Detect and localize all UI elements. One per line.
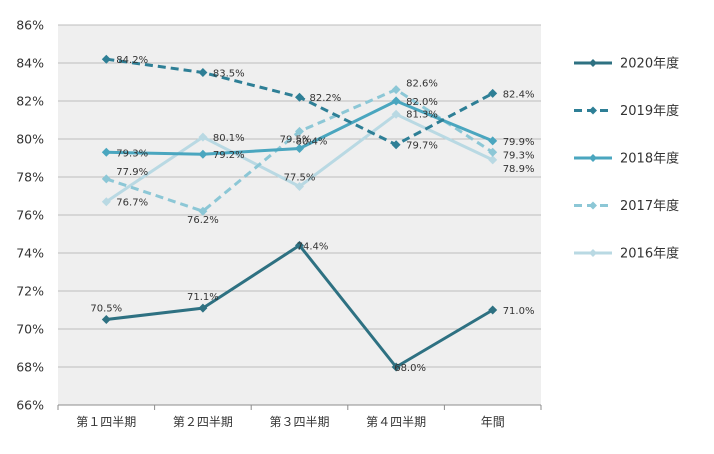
data-label: 82.4%	[503, 89, 535, 100]
data-label: 77.5%	[284, 173, 316, 184]
data-label: 79.3%	[503, 150, 535, 161]
data-label: 79.9%	[503, 137, 535, 148]
x-tick-label: 第３四半期	[269, 415, 329, 429]
data-point-marker	[101, 174, 111, 184]
y-tick-label: 72%	[16, 284, 44, 299]
data-point-marker	[391, 140, 401, 150]
legend-swatch-marker	[589, 249, 597, 257]
data-label: 74.4%	[297, 241, 329, 252]
data-point-marker	[488, 147, 498, 157]
y-tick-label: 86%	[16, 18, 44, 33]
data-point-marker	[295, 240, 304, 250]
data-label: 68.0%	[394, 363, 426, 374]
y-tick-label: 82%	[16, 94, 44, 109]
legend-swatch-marker	[589, 106, 597, 115]
data-point-marker	[488, 305, 498, 315]
gridlines	[58, 24, 541, 406]
data-point-marker	[488, 136, 498, 146]
data-point-marker	[391, 85, 401, 95]
y-axis: 66% 68% 70% 72% 74% 76% 78% 80% 82% 84% 86%	[16, 18, 44, 413]
x-tick-label: 年間	[481, 415, 505, 429]
data-label: 84.2%	[116, 55, 148, 66]
y-tick-label: 74%	[16, 246, 44, 261]
data-label: 82.2%	[310, 93, 342, 104]
data-label: 76.2%	[187, 215, 219, 226]
data-label: 82.0%	[406, 97, 438, 108]
data-point-marker	[198, 132, 208, 142]
legend-label: 2017年度	[620, 198, 679, 214]
data-label: 79.5%	[280, 135, 312, 146]
y-tick-label: 76%	[16, 208, 44, 223]
legend-swatch-marker	[589, 201, 597, 210]
x-tick-label: 第４四半期	[366, 415, 426, 429]
y-tick-label: 78%	[16, 170, 44, 185]
legend-swatch-marker	[589, 59, 597, 67]
data-label: 79.7%	[406, 141, 438, 152]
data-point-marker	[295, 144, 304, 153]
data-point-marker	[391, 109, 401, 119]
data-point-marker	[488, 88, 498, 98]
data-point-marker	[488, 155, 498, 165]
x-tick-label: 第２四半期	[173, 415, 233, 429]
data-point-marker	[295, 92, 304, 102]
y-tick-label: 66%	[16, 398, 44, 413]
legend-swatch-marker	[589, 154, 597, 162]
data-point-marker	[198, 303, 208, 313]
x-tick-label: 第１四半期	[76, 415, 136, 429]
data-point-marker	[198, 206, 208, 216]
data-label: 71.1%	[187, 292, 219, 303]
legend-label: 2016年度	[620, 246, 679, 262]
y-tick-label: 84%	[16, 56, 44, 71]
series-group	[101, 54, 498, 372]
y-tick-label: 80%	[16, 132, 44, 147]
data-point-marker	[391, 362, 401, 372]
data-label: 81.3%	[406, 109, 438, 120]
data-labels: 70.5% 71.1% 74.4% 68.0% 71.0% 84.2% 83.5% 82.2%…	[90, 55, 534, 374]
data-point-marker	[101, 54, 111, 64]
data-point-marker	[391, 96, 401, 106]
data-label: 80.1%	[213, 133, 245, 144]
data-point-marker	[295, 182, 304, 191]
data-label: 80.4%	[296, 136, 328, 147]
data-label: 79.3%	[116, 148, 148, 159]
data-point-marker	[198, 68, 208, 77]
data-label: 82.6%	[406, 79, 438, 90]
data-label: 78.9%	[503, 164, 535, 175]
data-point-marker	[198, 149, 208, 159]
x-axis: 第１四半期 第２四半期 第３四半期 第４四半期 年間	[57, 404, 542, 429]
data-point-marker	[101, 315, 111, 324]
data-label: 83.5%	[213, 69, 245, 80]
data-label: 76.7%	[116, 198, 148, 209]
data-label: 71.0%	[503, 306, 535, 317]
data-point-marker	[101, 147, 111, 157]
legend-label: 2019年度	[620, 103, 679, 119]
y-tick-label: 68%	[16, 360, 44, 375]
data-point-marker	[101, 197, 111, 207]
y-tick-label: 70%	[16, 322, 44, 337]
data-label: 77.9%	[116, 167, 148, 178]
data-label: 79.2%	[213, 150, 245, 161]
data-label: 70.5%	[90, 304, 122, 315]
legend-label: 2018年度	[620, 151, 679, 167]
legend: 2020年度 2019年度 2018年度 2017年度 2016年度	[574, 56, 679, 262]
legend-label: 2020年度	[620, 56, 679, 72]
data-point-marker	[295, 126, 304, 136]
